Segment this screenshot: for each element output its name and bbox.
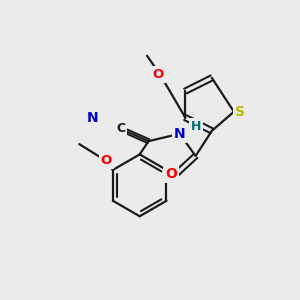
Text: O: O <box>101 154 112 167</box>
Text: O: O <box>165 167 177 181</box>
Text: O: O <box>152 68 164 80</box>
Text: N: N <box>174 127 185 141</box>
Text: H: H <box>191 120 201 133</box>
Text: S: S <box>236 105 245 119</box>
Text: N: N <box>87 111 99 125</box>
Text: C: C <box>116 122 125 135</box>
